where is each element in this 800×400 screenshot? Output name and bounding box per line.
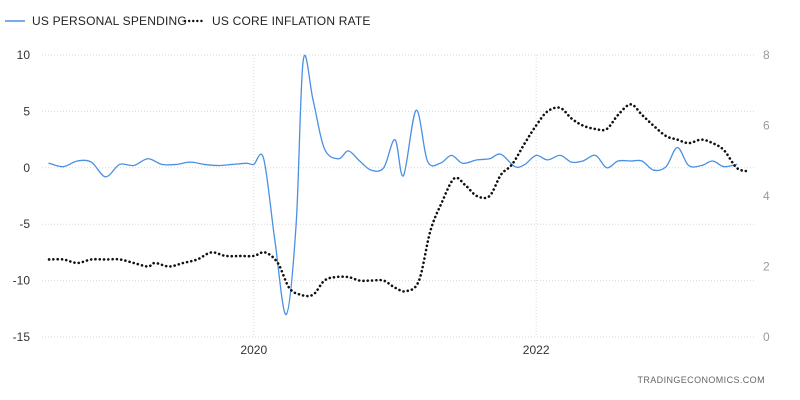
left-axis-tick-label: 0 bbox=[23, 161, 30, 175]
left-axis-tick-label: -5 bbox=[19, 217, 30, 231]
right-axis-tick-label: 0 bbox=[763, 330, 770, 344]
left-axis-tick-label: -15 bbox=[13, 330, 31, 344]
right-axis-tick-label: 8 bbox=[763, 48, 770, 62]
source-label: TRADINGECONOMICS.COM bbox=[637, 375, 765, 385]
series-layer bbox=[47, 54, 750, 316]
legend: US PERSONAL SPENDING US CORE INFLATION RA… bbox=[5, 14, 371, 28]
series-line-core-inflation bbox=[47, 103, 750, 298]
x-axis-tick-label: 2020 bbox=[240, 343, 267, 357]
x-axis-tick-label: 2022 bbox=[523, 343, 550, 357]
left-axis-tick-label: -10 bbox=[13, 274, 31, 288]
left-axis-tick-label: 10 bbox=[17, 48, 31, 62]
left-axis-tick-label: 5 bbox=[23, 104, 30, 118]
series-line-personal-spending bbox=[48, 54, 738, 316]
legend-label-personal-spending: US PERSONAL SPENDING bbox=[32, 14, 187, 28]
legend-label-core-inflation: US CORE INFLATION RATE bbox=[212, 14, 371, 28]
right-axis-tick-label: 2 bbox=[763, 260, 770, 274]
right-axis-tick-label: 6 bbox=[763, 119, 770, 133]
right-axis-tick-label: 4 bbox=[763, 189, 770, 203]
grid bbox=[42, 54, 755, 338]
